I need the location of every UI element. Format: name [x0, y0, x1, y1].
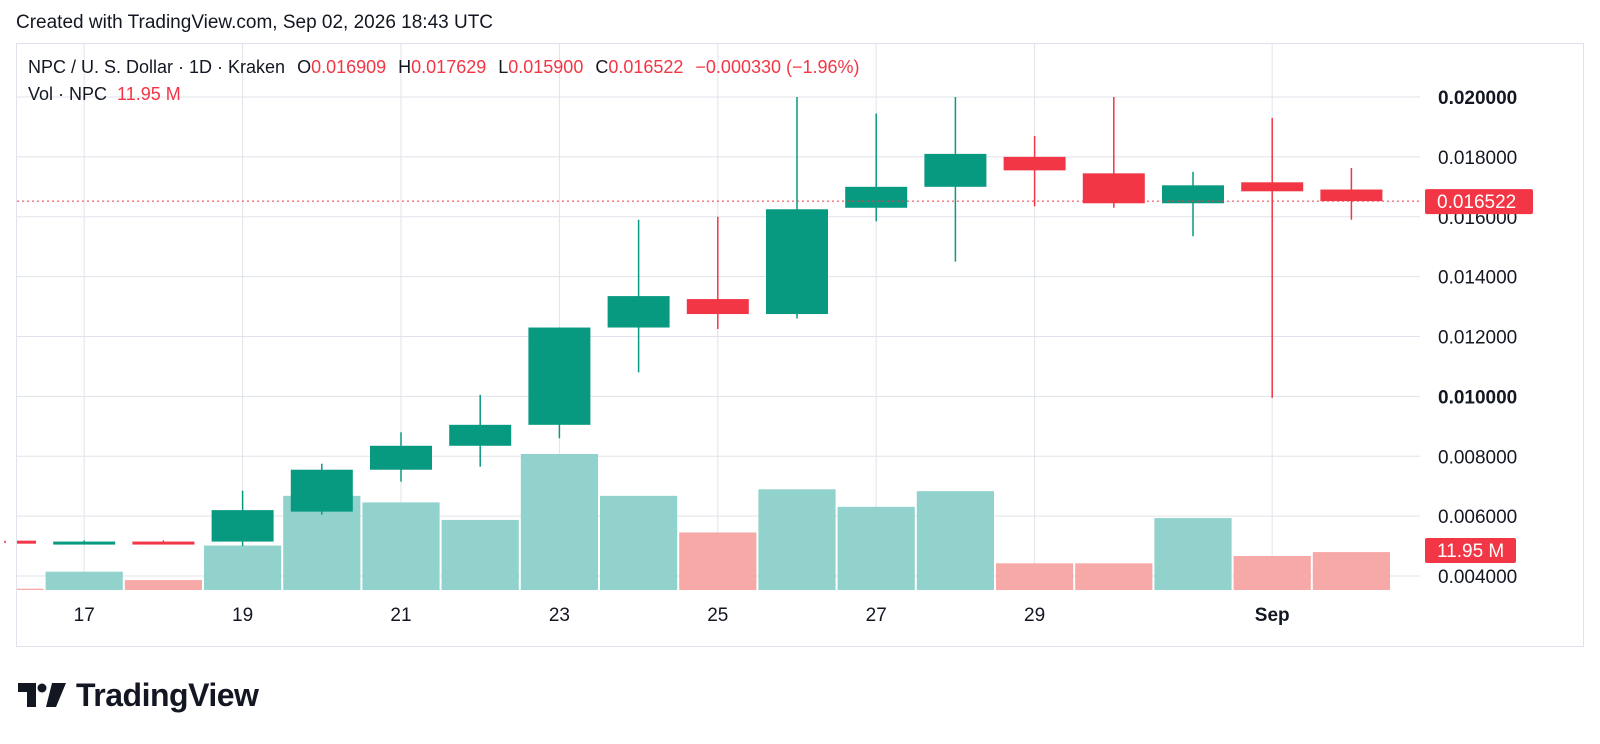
candle — [1162, 171, 1224, 237]
price-tick-label: 0.006000 — [1438, 507, 1517, 528]
time-tick-label: 23 — [549, 605, 570, 626]
candle-body — [766, 209, 828, 315]
candle — [1320, 167, 1383, 220]
volume-bar — [520, 454, 598, 590]
price-tick-label: 0.008000 — [1438, 447, 1517, 468]
volume-bar — [600, 495, 678, 590]
time-tick-label: Sep — [1255, 605, 1290, 626]
candle-layer — [4, 97, 1383, 547]
volume-bar — [362, 502, 440, 590]
candle-body — [607, 296, 670, 328]
last-price-badge — [1425, 189, 1533, 215]
candle-body — [1003, 156, 1066, 171]
last-volume-label: 11.95 M — [1437, 541, 1504, 562]
volume-bar — [45, 571, 123, 590]
candle-body — [132, 541, 195, 545]
volume-bar — [17, 588, 44, 590]
candle-body — [845, 186, 908, 208]
volume-bar — [679, 532, 757, 590]
candle — [528, 327, 591, 439]
time-tick-label: 21 — [390, 605, 411, 626]
volume-bar — [916, 491, 994, 590]
volume-bar — [204, 545, 282, 590]
candle — [845, 113, 908, 222]
time-tick-label: 19 — [232, 605, 253, 626]
candle-body — [924, 153, 987, 187]
candle — [211, 490, 274, 547]
candle-body — [449, 424, 512, 446]
chart-frame — [16, 43, 1584, 647]
volume-bar — [124, 580, 202, 590]
candle — [1082, 97, 1145, 208]
candle-body — [528, 327, 591, 425]
candle — [686, 216, 749, 330]
high-label: H — [398, 57, 412, 77]
price-tick-label: 0.018000 — [1438, 148, 1517, 169]
candle-body — [211, 510, 274, 542]
chart-caption: Created with TradingView.com, Sep 02, 20… — [16, 12, 494, 33]
last-price-label: 0.016522 — [1437, 192, 1516, 213]
price-tick-label: 0.010000 — [1438, 387, 1517, 408]
volume-bar — [837, 506, 915, 590]
time-tick-label: 25 — [707, 605, 728, 626]
price-tick-label: 0.014000 — [1438, 268, 1517, 289]
volume-bar — [1233, 556, 1311, 590]
candle-body — [290, 469, 353, 512]
candle-body — [370, 445, 432, 470]
change-value: −0.000330 (−1.96%) — [695, 57, 860, 77]
candle — [449, 394, 512, 467]
candle-body — [17, 540, 36, 544]
high-value: 0.017629 — [411, 57, 487, 77]
symbol-label: NPC / U. S. Dollar · 1D · Kraken — [28, 57, 286, 77]
axis-layer: 0.004000 0.006000 0.008000 0.010000 0.012000… — [17, 88, 1533, 626]
low-value: 0.015900 — [508, 57, 584, 77]
candle-body — [686, 299, 749, 315]
low-label: L — [498, 57, 509, 77]
price-tick-label: 0.004000 — [1438, 567, 1517, 588]
volume-bar — [441, 519, 519, 590]
volume-bar — [1154, 518, 1232, 590]
close-value: 0.016522 — [608, 57, 684, 77]
candle — [924, 97, 987, 262]
volume-bar — [758, 489, 836, 590]
time-tick-label: 27 — [866, 605, 887, 626]
candle — [766, 97, 828, 319]
volume-layer — [17, 454, 1390, 590]
candle — [53, 540, 116, 545]
tradingview-logo[interactable]: TradingView — [18, 676, 259, 714]
candle — [290, 463, 353, 515]
price-tick-label: 0.020000 — [1438, 88, 1517, 109]
candle-body — [1082, 173, 1145, 204]
candle-body — [1241, 182, 1304, 192]
brand-name: TradingView — [76, 676, 259, 713]
open-label: O — [297, 57, 312, 77]
candle — [4, 540, 36, 544]
open-value: 0.016909 — [311, 57, 387, 77]
volume-legend: Vol · NPC 11.95 M — [28, 84, 181, 105]
candle — [1003, 135, 1066, 207]
candle-body — [1320, 189, 1383, 202]
candle — [132, 540, 195, 545]
volume-bar — [1312, 552, 1390, 590]
volume-label: Vol · NPC — [28, 84, 108, 104]
volume-bar — [996, 563, 1074, 590]
candle-body — [53, 541, 116, 545]
ohlc-legend: NPC / U. S. Dollar · 1D · Kraken O0.01690… — [28, 57, 860, 78]
time-tick-label: 17 — [74, 605, 95, 626]
volume-value: 11.95 M — [117, 84, 181, 104]
tradingview-mark-icon — [18, 683, 66, 707]
time-tick-label: 29 — [1024, 605, 1045, 626]
volume-bar — [1075, 563, 1153, 590]
candle — [370, 432, 432, 482]
candle — [607, 219, 670, 373]
price-tick-label: 0.012000 — [1438, 328, 1517, 349]
candle-body — [1162, 185, 1224, 204]
last-volume-badge — [1425, 538, 1516, 563]
close-label: C — [595, 57, 609, 77]
candle — [1241, 117, 1304, 398]
